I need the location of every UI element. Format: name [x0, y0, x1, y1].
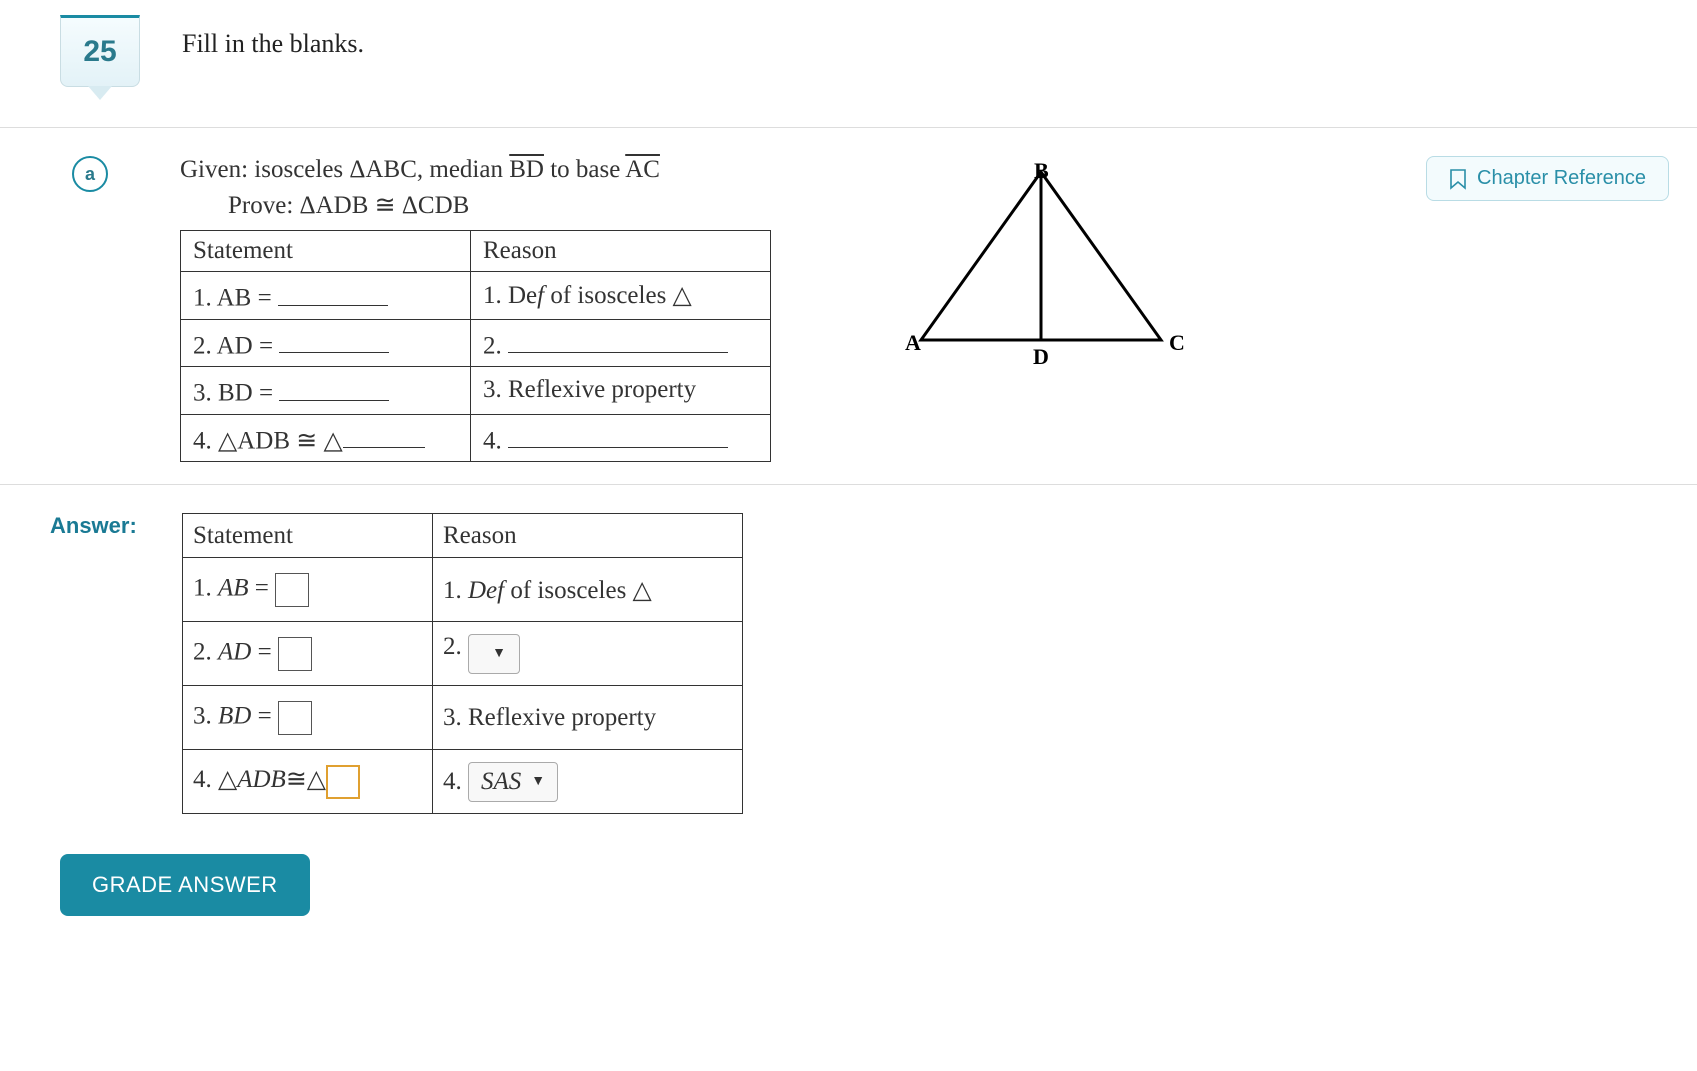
blank	[279, 326, 389, 354]
segment-bd: BD	[509, 156, 544, 183]
input-ab[interactable]	[275, 573, 309, 607]
question-title: Fill in the blanks.	[182, 29, 364, 59]
proof-row: 1. AB = 1. Def of isosceles △	[181, 272, 771, 320]
problem-body: Given: isosceles ΔABC, median BD to base…	[180, 156, 771, 462]
blank	[279, 373, 389, 401]
proof-row: 3. BD = 3. Reflexive property	[181, 367, 771, 415]
reason-3: 3. Reflexive property	[471, 367, 771, 415]
input-ad[interactable]	[278, 637, 312, 671]
given-line: Given: isosceles ΔABC, median BD to base…	[180, 156, 771, 184]
triangle-svg: A B C D	[901, 160, 1191, 370]
proof-row: 2. AD = 2.	[181, 319, 771, 367]
reason-4-dropdown[interactable]: SAS ▼	[468, 762, 558, 802]
vertex-b: B	[1034, 160, 1049, 183]
answer-row: 2. AD = 2. ▼	[183, 622, 743, 686]
answer-row: 1. AB = 1. Def of isosceles △	[183, 558, 743, 622]
blank	[343, 421, 425, 449]
answer-header-reason: Reason	[433, 514, 743, 558]
bookmark-icon	[1449, 168, 1467, 190]
question-number-tab: 25	[60, 15, 140, 87]
proof-header-row: Statement Reason	[181, 231, 771, 272]
chapter-reference-button[interactable]: Chapter Reference	[1426, 156, 1669, 201]
input-bd[interactable]	[278, 701, 312, 735]
vertex-a: A	[905, 330, 921, 355]
triangle-figure: A B C D	[901, 160, 1191, 462]
segment-ac: AC	[625, 156, 660, 183]
question-number: 25	[83, 35, 116, 69]
vertex-d: D	[1033, 344, 1049, 369]
answer-row: 4. △ADB≅△ 4. SAS ▼	[183, 750, 743, 814]
proof-row: 4. △ADB ≅ △ 4.	[181, 414, 771, 462]
proof-header-statement: Statement	[181, 231, 471, 272]
answer-section: Answer: Statement Reason 1. AB = 1. Def …	[0, 485, 1697, 814]
vertex-c: C	[1169, 330, 1185, 355]
answer-header-statement: Statement	[183, 514, 433, 558]
blank	[278, 278, 388, 306]
answer-table: Statement Reason 1. AB = 1. Def of isosc…	[182, 513, 743, 814]
prove-line: Prove: ΔADB ≅ ΔCDB	[228, 190, 771, 220]
blank	[508, 326, 728, 354]
input-triangle[interactable]	[326, 765, 360, 799]
proof-header-reason: Reason	[471, 231, 771, 272]
grade-answer-button[interactable]: GRADE ANSWER	[60, 854, 310, 916]
reason-2-dropdown[interactable]: ▼	[468, 634, 520, 674]
part-label: a	[72, 156, 108, 192]
blank	[508, 421, 728, 449]
proof-table: Statement Reason 1. AB = 1. Def of isosc…	[180, 230, 771, 462]
question-header: 25 Fill in the blanks.	[0, 0, 1697, 128]
answer-label: Answer:	[50, 513, 160, 539]
answer-reason-3: 3. Reflexive property	[433, 686, 743, 750]
chevron-down-icon: ▼	[492, 646, 506, 662]
answer-header-row: Statement Reason	[183, 514, 743, 558]
chapter-reference-label: Chapter Reference	[1477, 167, 1646, 190]
problem-section: a Given: isosceles ΔABC, median BD to ba…	[0, 128, 1697, 485]
answer-row: 3. BD = 3. Reflexive property	[183, 686, 743, 750]
chevron-down-icon: ▼	[531, 774, 545, 790]
